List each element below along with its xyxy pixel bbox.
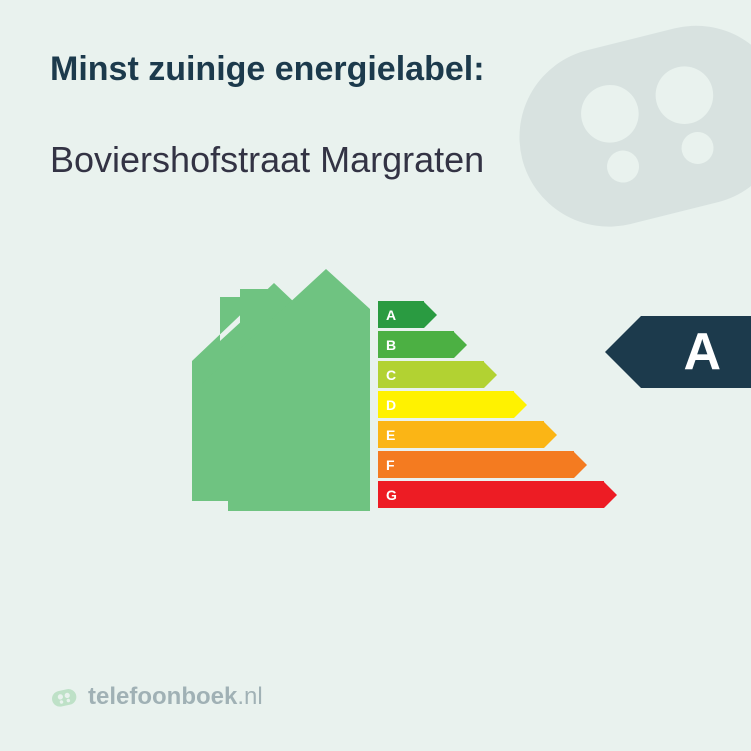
energy-label-chart: ABCDEFG [50,261,701,561]
bar-body: C [378,361,484,388]
page-title: Minst zuinige energielabel: [50,50,701,89]
energy-bar-f: F [378,451,617,478]
energy-bar-c: C [378,361,617,388]
bar-arrow [514,392,527,418]
energy-bars: ABCDEFG [378,301,617,511]
bar-body: D [378,391,514,418]
energy-bar-b: B [378,331,617,358]
footer-brand: telefoonboek.nl [88,683,263,711]
bar-body: E [378,421,544,448]
energy-bar-e: E [378,421,617,448]
energy-bar-d: D [378,391,617,418]
energy-bar-a: A [378,301,617,328]
footer-tld: .nl [237,683,262,710]
bar-arrow [604,482,617,508]
badge-arrow [605,316,641,388]
bar-body: A [378,301,424,328]
bar-arrow [454,332,467,358]
bar-arrow [544,422,557,448]
location-subtitle: Boviershofstraat Margraten [50,139,701,181]
house-shape [170,261,378,521]
footer-brand-name: telefoonboek [88,683,237,710]
result-letter: A [683,322,721,382]
bar-body: B [378,331,454,358]
energy-bar-g: G [378,481,617,508]
bar-arrow [484,362,497,388]
bar-arrow [574,452,587,478]
bar-body: F [378,451,574,478]
bar-arrow [424,302,437,328]
result-badge: A [641,316,751,388]
bar-body: G [378,481,604,508]
footer-logo-icon [47,680,80,713]
footer: telefoonboek.nl [50,683,263,711]
